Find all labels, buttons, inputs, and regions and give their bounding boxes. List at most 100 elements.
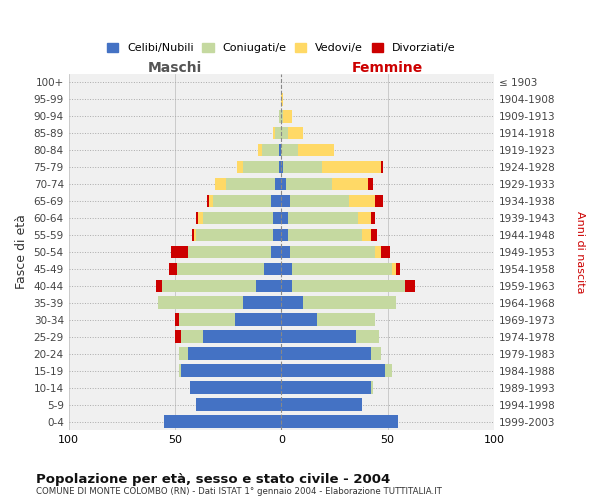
Bar [196,228,273,241]
Bar [156,280,162,292]
Bar [283,110,292,122]
Bar [169,262,177,276]
Bar [281,160,283,173]
Bar [356,330,379,343]
Bar [177,262,264,276]
Bar [196,398,281,411]
Bar [371,382,373,394]
Bar [281,348,371,360]
Bar [358,212,371,224]
Bar [262,144,279,156]
Bar [287,228,362,241]
Bar [281,178,286,190]
Text: COMUNE DI MONTE COLOMBO (RN) - Dati ISTAT 1° gennaio 2004 - Elaborazione TUTTITA: COMUNE DI MONTE COLOMBO (RN) - Dati ISTA… [36,488,442,496]
Y-axis label: Anni di nascita: Anni di nascita [575,210,585,293]
Bar [199,212,203,224]
Bar [322,160,381,173]
Bar [281,93,283,106]
Bar [292,280,404,292]
Bar [226,178,275,190]
Bar [196,212,199,224]
Bar [281,364,385,377]
Bar [287,212,358,224]
Bar [362,228,371,241]
Bar [243,160,279,173]
Bar [162,280,256,292]
Legend: Celibi/Nubili, Coniugati/e, Vedovi/e, Divorziati/e: Celibi/Nubili, Coniugati/e, Vedovi/e, Di… [103,38,460,58]
Bar [281,296,302,309]
Bar [203,212,273,224]
Bar [190,382,281,394]
Bar [290,246,375,258]
Bar [332,178,368,190]
Bar [281,246,290,258]
Bar [209,194,213,207]
Bar [381,246,390,258]
Bar [317,314,375,326]
Bar [302,296,396,309]
Bar [215,178,226,190]
Bar [207,194,209,207]
Bar [371,348,381,360]
Bar [273,212,281,224]
Bar [256,280,281,292]
Bar [279,110,281,122]
Bar [281,127,287,140]
Bar [181,364,281,377]
Bar [298,144,334,156]
Bar [281,416,398,428]
Bar [203,330,281,343]
Bar [375,194,383,207]
Bar [281,382,371,394]
Bar [264,262,281,276]
Bar [243,296,281,309]
Bar [281,194,290,207]
Bar [258,144,262,156]
Bar [349,194,375,207]
Bar [273,228,281,241]
Bar [404,280,415,292]
Bar [175,314,179,326]
Bar [235,314,281,326]
Y-axis label: Fasce di età: Fasce di età [15,214,28,290]
Bar [281,398,362,411]
Bar [179,364,181,377]
Bar [281,144,298,156]
Bar [381,160,383,173]
Bar [171,246,188,258]
Bar [375,246,381,258]
Text: Popolazione per età, sesso e stato civile - 2004: Popolazione per età, sesso e stato civil… [36,472,390,486]
Bar [188,246,271,258]
Bar [158,296,243,309]
Bar [281,262,292,276]
Bar [281,212,287,224]
Bar [396,262,400,276]
Bar [279,160,281,173]
Bar [181,330,203,343]
Bar [179,348,188,360]
Bar [281,314,317,326]
Bar [273,127,275,140]
Bar [385,364,392,377]
Bar [283,160,322,173]
Bar [287,127,302,140]
Bar [368,178,373,190]
Bar [281,110,283,122]
Bar [271,194,281,207]
Bar [392,262,396,276]
Bar [236,160,243,173]
Bar [194,228,196,241]
Bar [175,330,181,343]
Bar [292,262,392,276]
Bar [290,194,349,207]
Bar [275,127,281,140]
Bar [164,416,281,428]
Bar [179,314,235,326]
Text: Femmine: Femmine [352,60,423,74]
Bar [371,212,375,224]
Bar [371,228,377,241]
Bar [279,144,281,156]
Bar [275,178,281,190]
Bar [281,228,287,241]
Bar [286,178,332,190]
